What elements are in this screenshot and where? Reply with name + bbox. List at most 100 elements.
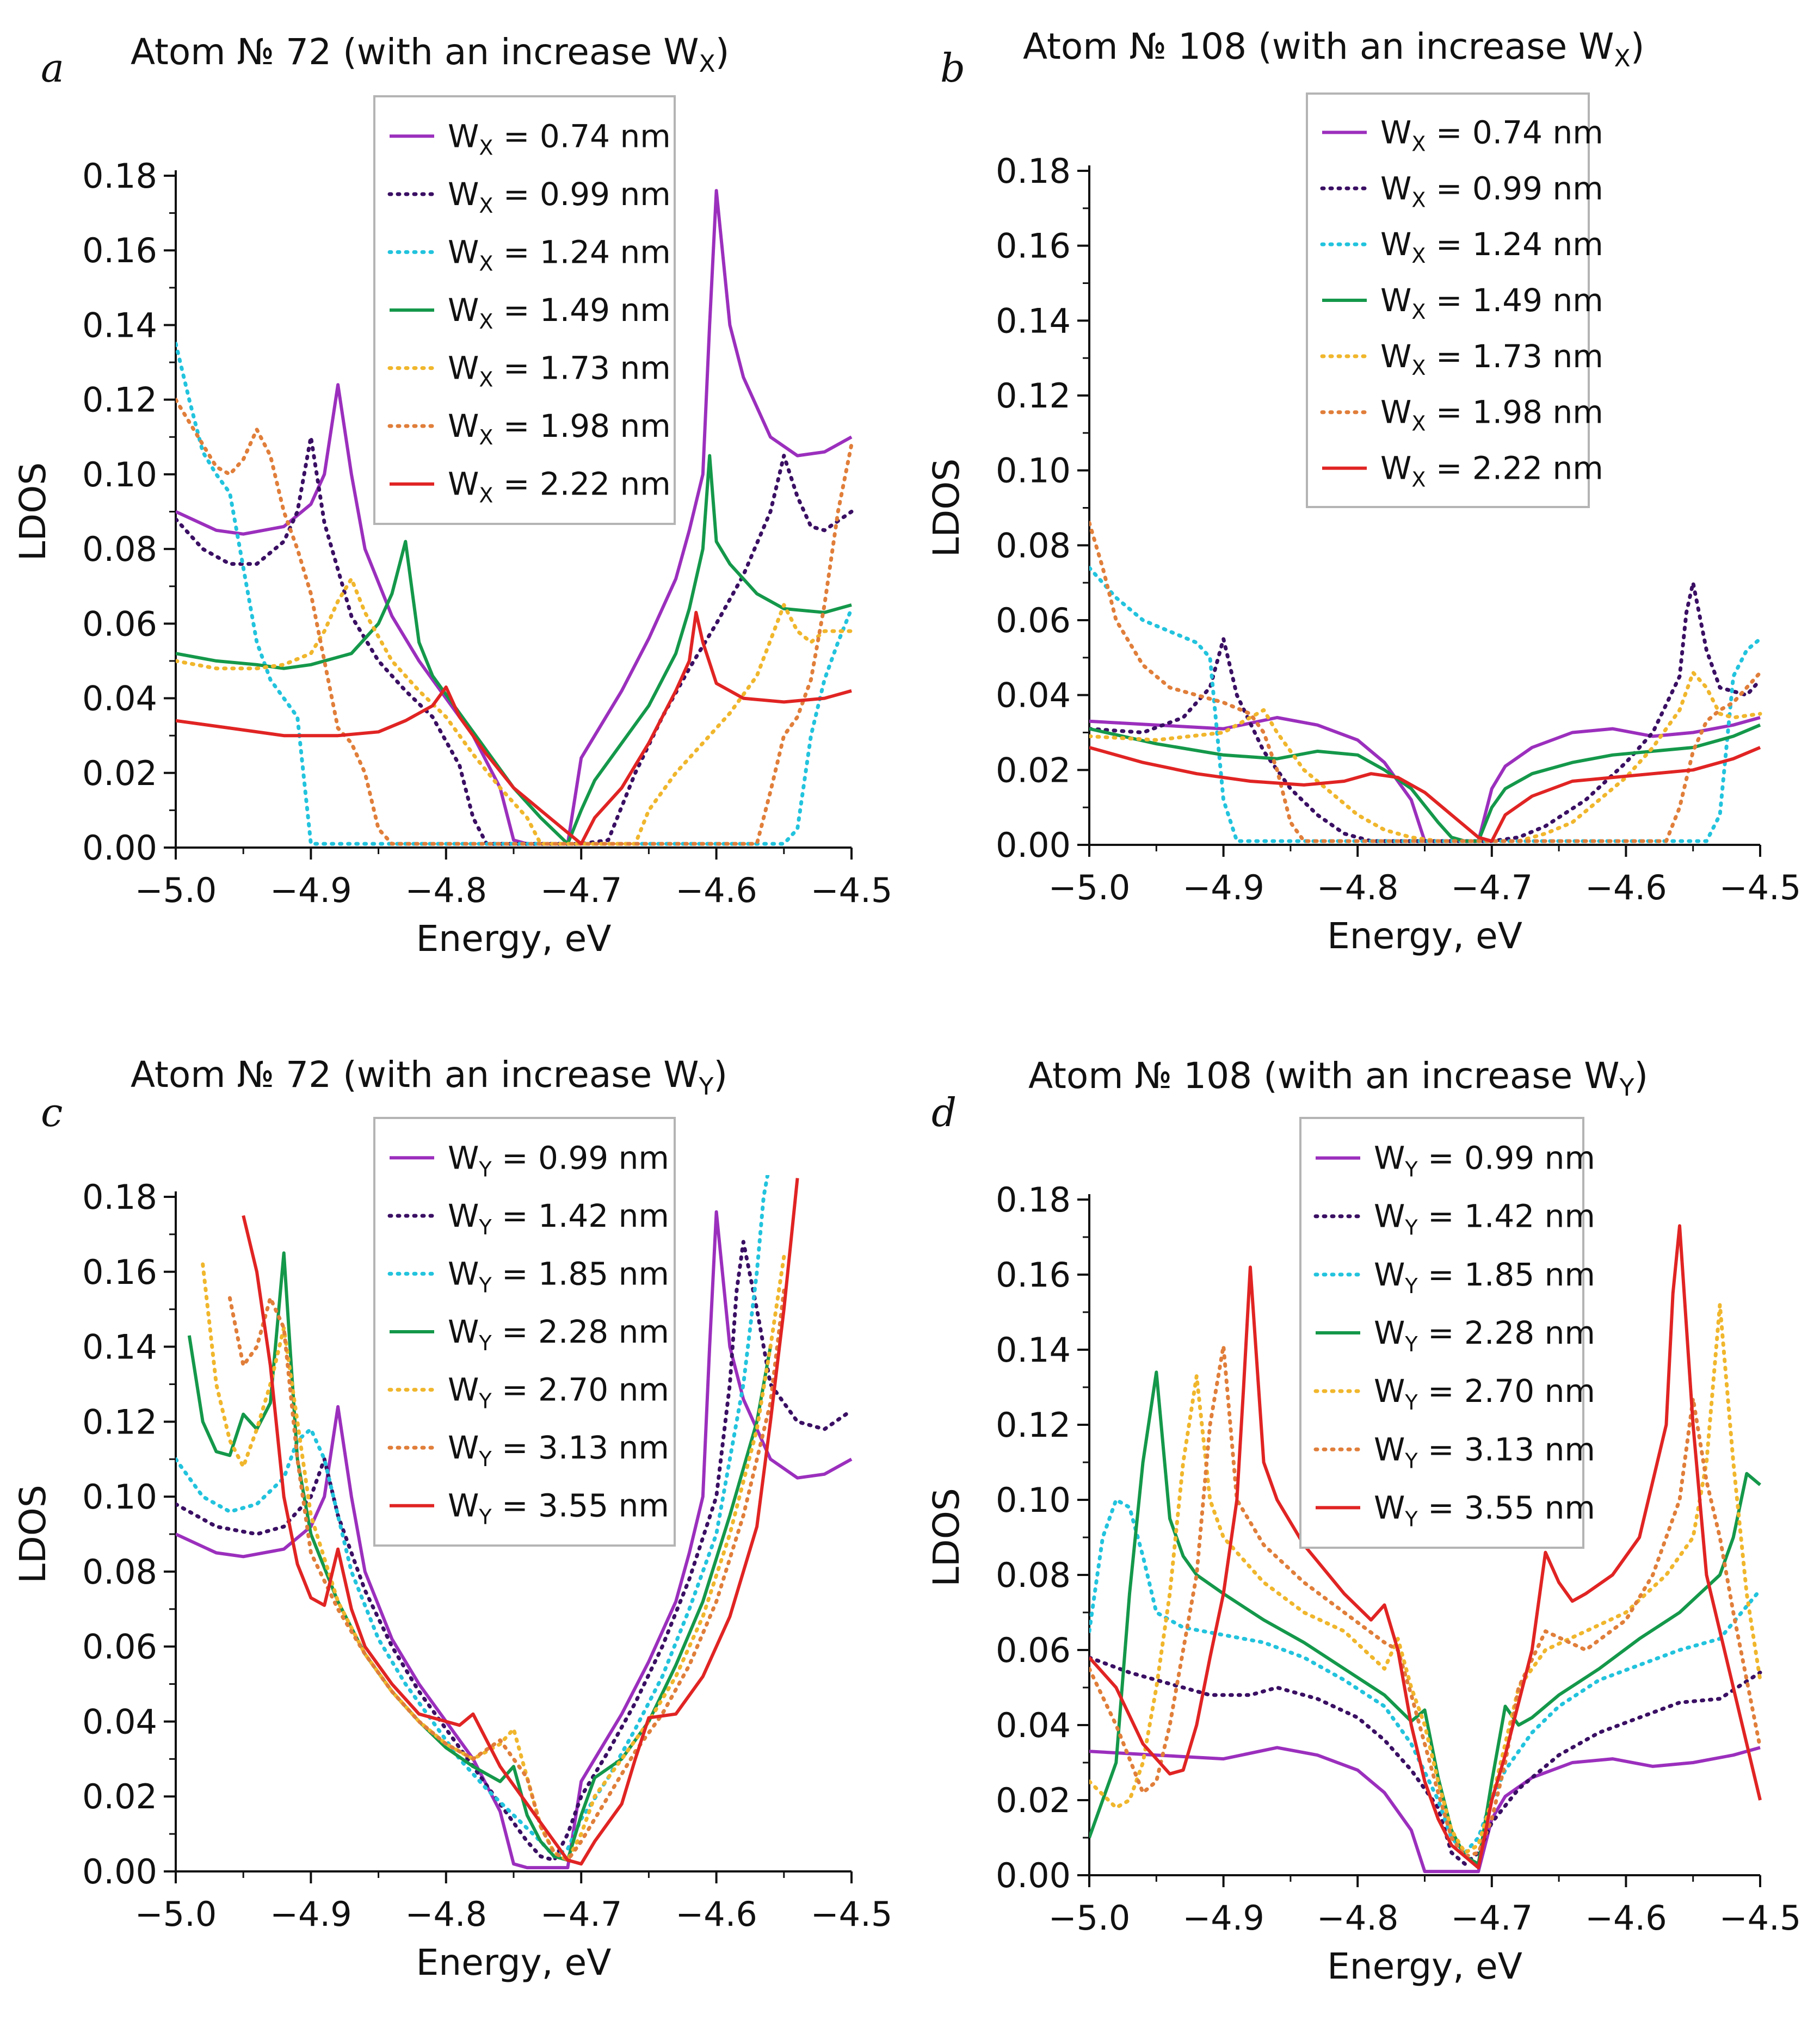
x-tick-label: −4.9 — [270, 870, 352, 910]
series-line-1-24-nm — [1089, 566, 1762, 843]
series-line-0-99-nm — [176, 435, 854, 846]
x-tick-label: −4.6 — [675, 870, 757, 910]
y-axis-label: LDOS — [926, 1488, 967, 1586]
x-tick-label: −4.7 — [540, 870, 622, 910]
x-tick-label: −4.8 — [1317, 868, 1399, 907]
series-line-2-22-nm — [176, 610, 852, 846]
title-close: ) — [1634, 1055, 1648, 1097]
legend-label: WY = 1.42 nm — [1374, 1198, 1595, 1240]
legend-label: WY = 2.70 nm — [448, 1371, 669, 1413]
legend-label: WX = 1.49 nm — [448, 292, 671, 333]
x-tick-label: −4.9 — [1182, 1898, 1264, 1938]
series-line-1-85-nm — [1089, 1498, 1762, 1855]
y-tick-label: 0.12 — [996, 1405, 1071, 1445]
y-tick-label: 0.16 — [82, 231, 157, 270]
y-axis-label: LDOS — [926, 459, 967, 557]
series-line-1-42-nm — [1089, 1655, 1762, 1866]
y-tick-label: 0.00 — [82, 828, 157, 868]
legend-label: WX = 1.73 nm — [1380, 338, 1603, 380]
panel-letter: b — [940, 45, 965, 91]
y-tick-label: 0.04 — [82, 1702, 157, 1741]
y-tick-label: 0.16 — [996, 226, 1071, 266]
series-line-3-13-nm — [1089, 1344, 1762, 1858]
y-tick-label: 0.08 — [82, 1552, 157, 1592]
series-line-1-49-nm — [1089, 723, 1761, 843]
legend: WY = 0.99 nm WY = 1.42 nm WY = 1.85 nm WY =… — [373, 1117, 676, 1547]
y-tick-label: 0.02 — [82, 753, 157, 793]
series-line-1-98-nm — [1089, 521, 1762, 843]
x-axis-label: Energy, eV — [416, 918, 612, 960]
legend-label: WX = 0.99 nm — [448, 176, 671, 218]
x-tick-label: −4.8 — [1317, 1898, 1399, 1938]
series-line-3-13-nm — [227, 1288, 786, 1862]
legend-label: WX = 0.74 nm — [448, 118, 671, 159]
x-axis-label: Energy, eV — [1327, 1945, 1522, 1987]
legend-label: WY = 3.55 nm — [448, 1487, 669, 1529]
x-tick-label: −4.7 — [540, 1894, 622, 1934]
y-tick-label: 0.14 — [996, 1330, 1071, 1370]
y-tick-label: 0.16 — [82, 1252, 157, 1292]
y-tick-label: 0.18 — [82, 156, 157, 196]
legend-label: WX = 1.49 nm — [1380, 282, 1603, 324]
legend-label: WX = 1.73 nm — [448, 350, 671, 392]
legend-label: WX = 2.22 nm — [448, 466, 671, 508]
title-subscript: Y — [699, 1073, 714, 1101]
y-tick-label: 0.00 — [996, 1856, 1071, 1895]
panel-d: d Atom № 108 (with an increase WY) 0.00 0.0… — [926, 1055, 1801, 1987]
legend-label: WX = 2.22 nm — [1380, 450, 1603, 492]
title-subscript: Y — [1619, 1074, 1634, 1102]
x-tick-label: −5.0 — [1048, 1898, 1131, 1938]
legend-label: WX = 0.99 nm — [1380, 170, 1603, 212]
series-line-2-22-nm — [1089, 746, 1761, 843]
legend-label: WX = 1.24 nm — [1380, 226, 1603, 268]
y-tick-label: 0.06 — [82, 1627, 157, 1667]
x-tick-label: −4.6 — [675, 1894, 757, 1934]
title-close: ) — [1631, 26, 1645, 67]
panel-letter: d — [931, 1090, 957, 1135]
panel-letter: a — [41, 45, 64, 91]
y-tick-label: 0.18 — [82, 1177, 157, 1217]
y-tick-label: 0.08 — [996, 1555, 1071, 1595]
series-line-1-49-nm — [176, 454, 852, 846]
x-tick-label: −4.5 — [1719, 868, 1802, 907]
x-tick-label: −4.7 — [1451, 1898, 1533, 1938]
x-tick-label: −5.0 — [135, 1894, 217, 1934]
series-line-2-70-nm — [1089, 1302, 1762, 1855]
panel-letter: c — [41, 1090, 63, 1135]
y-tick-label: 0.02 — [82, 1777, 157, 1816]
legend-label: WX = 1.98 nm — [448, 407, 671, 449]
y-tick-label: 0.04 — [996, 1705, 1071, 1745]
panel-a: a Atom № 72 (with an increase WX) 0.00 0.02… — [12, 31, 892, 960]
title-text: Atom № 108 (with an increase W — [1028, 1055, 1620, 1097]
y-tick-label: 0.08 — [996, 526, 1071, 565]
x-tick-label: −5.0 — [1048, 868, 1131, 907]
x-tick-label: −4.9 — [270, 1894, 352, 1934]
series-line-0-99-nm — [1089, 580, 1762, 843]
x-tick-label: −4.9 — [1182, 868, 1264, 907]
legend: WX = 0.74 nm WX = 0.99 nm WX = 1.24 nm WX =… — [373, 95, 676, 525]
panel-c: c Atom № 72 (with an increase WY) 0.00 0.02… — [12, 1054, 892, 1983]
y-tick-label: 0.12 — [996, 376, 1071, 416]
legend-label: WY = 3.55 nm — [1374, 1489, 1595, 1531]
x-tick-label: −4.5 — [811, 870, 893, 910]
y-tick-label: 0.06 — [996, 601, 1071, 640]
y-tick-label: 0.10 — [996, 1480, 1071, 1520]
y-tick-label: 0.12 — [82, 380, 157, 420]
x-tick-label: −4.7 — [1451, 868, 1533, 907]
series-line-1-42-nm — [176, 1240, 854, 1862]
y-axis-label: LDOS — [12, 1485, 54, 1583]
y-tick-label: 0.04 — [996, 676, 1071, 715]
title-subscript: X — [699, 50, 715, 78]
series-line-1-73-nm — [1089, 670, 1762, 843]
x-tick-label: −4.6 — [1585, 868, 1667, 907]
legend-label: WY = 1.42 nm — [448, 1197, 669, 1239]
x-tick-label: −4.5 — [1719, 1898, 1802, 1938]
series-line-1-24-nm — [176, 342, 854, 846]
chart-title: Atom № 108 (with an increase WY) — [1028, 1055, 1648, 1102]
y-tick-label: 0.08 — [82, 529, 157, 569]
y-tick-label: 0.14 — [82, 1327, 157, 1367]
legend-label: WX = 1.98 nm — [1380, 394, 1603, 436]
y-tick-label: 0.06 — [996, 1630, 1071, 1670]
legend-label: WY = 2.70 nm — [1374, 1373, 1595, 1414]
